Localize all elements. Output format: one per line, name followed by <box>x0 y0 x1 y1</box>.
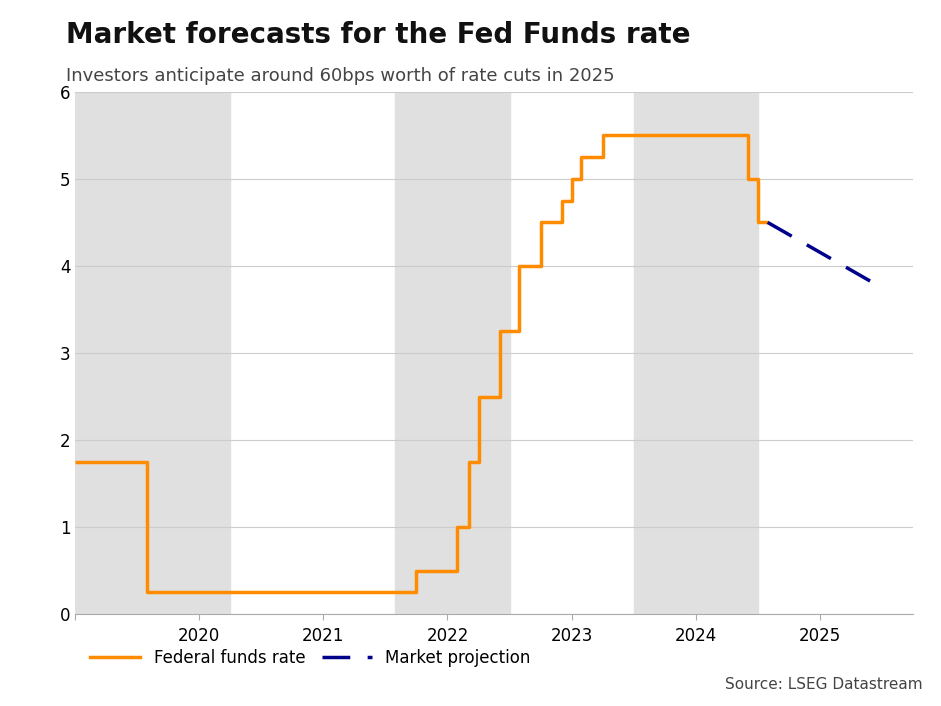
Text: Market forecasts for the Fed Funds rate: Market forecasts for the Fed Funds rate <box>66 21 691 49</box>
Bar <box>75 92 231 614</box>
Text: Source: LSEG Datastream: Source: LSEG Datastream <box>725 677 922 692</box>
Text: Investors anticipate around 60bps worth of rate cuts in 2025: Investors anticipate around 60bps worth … <box>66 67 614 85</box>
Bar <box>633 92 758 614</box>
Legend: Federal funds rate, Market projection: Federal funds rate, Market projection <box>84 642 537 674</box>
Bar <box>395 92 509 614</box>
